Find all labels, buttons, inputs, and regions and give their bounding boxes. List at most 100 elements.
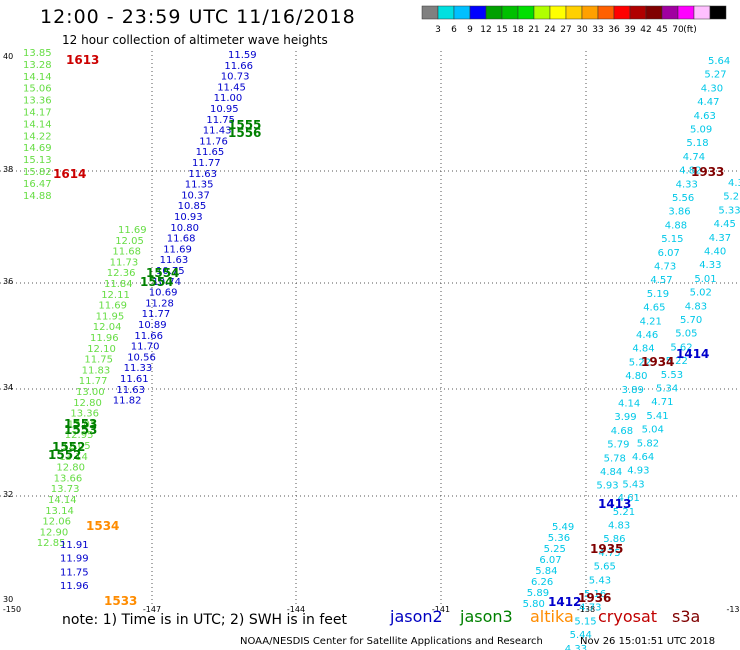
wave-height-value: 11.76	[199, 136, 228, 147]
legend-label: 9	[467, 25, 473, 35]
legend-label: 12	[480, 25, 491, 35]
wave-height-value: 11.65	[196, 147, 225, 158]
satellite-cryosat: cryosat	[598, 607, 658, 626]
pass-number: 1552	[52, 440, 85, 454]
y-tick-label: 40	[3, 52, 13, 61]
wave-height-value: 12.11	[101, 290, 130, 301]
pass-number: 1613	[66, 53, 99, 67]
wave-height-value: 5.22	[629, 357, 651, 368]
wave-height-value: 12.80	[73, 398, 102, 409]
wave-height-value: 10.56	[127, 352, 156, 363]
wave-height-value: 4.63	[694, 111, 716, 122]
wave-height-value: 4.74	[683, 152, 705, 163]
wave-height-value: 12.95	[65, 430, 94, 441]
wave-height-value: 13.14	[59, 452, 88, 463]
plot-area	[0, 51, 740, 606]
wave-height-value: 10.69	[149, 288, 178, 299]
legend-swatch	[421, 5, 439, 20]
wave-height-value: 11.59	[228, 50, 257, 61]
wave-height-value: 11.82	[113, 396, 142, 407]
wave-height-value: 16.47	[23, 179, 52, 190]
wave-height-value: 5.34	[656, 384, 678, 395]
pass-number: 1552	[48, 448, 81, 462]
legend-swatch	[565, 5, 583, 20]
pass-number: 1534	[86, 519, 119, 533]
wave-height-value: 11.43	[203, 126, 232, 137]
wave-height-value: 5.09	[690, 125, 712, 136]
color-legend: 3 6 9 12 15 18 21 24 27 30 33 36 39 42 45 70 (ft)	[421, 5, 727, 35]
pass-number: 1614	[53, 167, 86, 181]
wave-height-value: 4.3	[728, 178, 740, 189]
wave-height-value: 11.69	[163, 244, 192, 255]
wave-height-value: 5.43	[622, 479, 644, 490]
wave-height-value: 4.21	[640, 316, 662, 327]
wave-height-value: 11.33	[124, 363, 153, 374]
wave-height-value: 5.70	[680, 315, 702, 326]
wave-height-value: 5.05	[675, 329, 697, 340]
wave-height-value: 4.73	[579, 603, 601, 614]
wave-height-value: 5.25	[544, 544, 566, 555]
legend-label: 39	[624, 25, 636, 35]
wave-height-value: 5.56	[672, 193, 694, 204]
wave-height-value: 10.95	[210, 104, 239, 115]
x-tick-label: -147	[143, 605, 161, 614]
wave-height-value: 5.01	[694, 274, 716, 285]
legend-label: 24	[544, 25, 556, 35]
wave-height-value: 5.65	[594, 562, 616, 573]
satellite-jason3: jason3	[460, 607, 513, 626]
legend-swatch	[485, 5, 503, 20]
legend-swatch	[629, 5, 647, 20]
wave-height-value: 5.2	[723, 192, 739, 203]
wave-height-value: 12.90	[40, 527, 69, 538]
pass-number: 1935	[590, 542, 623, 556]
wave-height-value: 4.57	[650, 275, 672, 286]
pass-number: 1934	[641, 355, 674, 369]
wave-height-value: 10.93	[174, 212, 203, 223]
wave-height-value: 14.14	[23, 119, 52, 130]
legend-swatch	[661, 5, 679, 20]
wave-height-value: 13.36	[70, 409, 99, 420]
satellite-jason2: jason2	[390, 607, 443, 626]
wave-height-value: 14.88	[23, 191, 52, 202]
wave-height-value: 5.33	[718, 205, 740, 216]
wave-height-value: 12.10	[87, 344, 116, 355]
wave-height-value: 5.21	[613, 507, 635, 518]
wave-height-value: 5.80	[523, 599, 545, 610]
wave-height-value: 5.02	[690, 288, 712, 299]
wave-height-value: 4.40	[704, 247, 726, 258]
wave-height-value: 15.06	[23, 84, 52, 95]
wave-height-value: 12.85	[37, 538, 66, 549]
wave-height-value: 13.00	[76, 387, 105, 398]
wave-height-value: 10.80	[170, 223, 199, 234]
wave-height-value: 4.73	[654, 262, 676, 273]
legend-swatch	[613, 5, 631, 20]
legend-swatch	[693, 5, 711, 20]
legend-label: 42	[640, 25, 651, 35]
wave-height-value: 4.37	[709, 233, 731, 244]
legend-label: 15	[496, 25, 507, 35]
wave-height-value: 5.93	[596, 481, 618, 492]
wave-height-value: 11.84	[104, 279, 133, 290]
legend-swatch	[533, 5, 551, 20]
wave-height-value: 11.69	[98, 301, 127, 312]
wave-height-value: 3.99	[614, 412, 636, 423]
wave-height-value: 12.06	[42, 517, 71, 528]
wave-height-value: 5.86	[603, 534, 625, 545]
page-subtitle: 12 hour collection of altimeter wave hei…	[62, 33, 328, 47]
wave-height-value: 6.26	[531, 577, 553, 588]
wave-height-value: 4.80	[625, 371, 647, 382]
wave-height-value: 5.43	[589, 575, 611, 586]
pass-number: 1413	[598, 497, 631, 511]
legend-label: 21	[528, 25, 539, 35]
legend-label: 33	[592, 25, 603, 35]
x-tick-label: -150	[3, 605, 21, 614]
wave-height-value: 12.05	[62, 441, 91, 452]
wave-height-value: 4.14	[618, 399, 640, 410]
legend-label: 36	[608, 25, 620, 35]
wave-height-value: 11.63	[116, 385, 145, 396]
wave-height-value: 4.33	[676, 179, 698, 190]
wave-height-value: 11.77	[192, 158, 221, 169]
wave-height-value: 11.75	[60, 567, 89, 578]
